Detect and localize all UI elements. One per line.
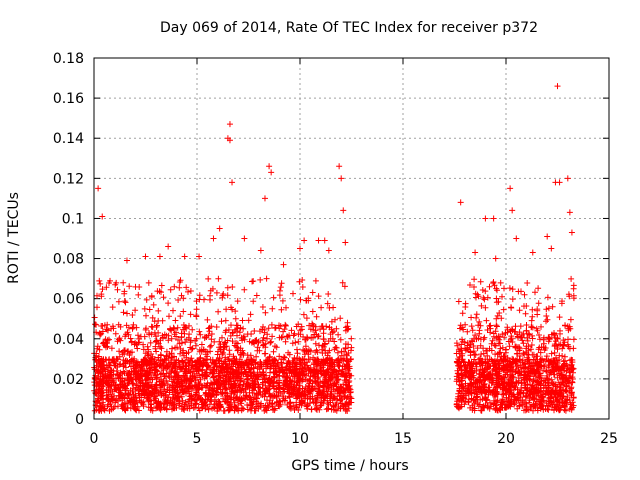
data-point xyxy=(226,137,233,144)
y-tick-label: 0 xyxy=(75,412,84,428)
y-tick-label: 0.04 xyxy=(53,332,84,348)
data-point xyxy=(457,199,464,206)
y-tick-label: 0.12 xyxy=(53,171,84,187)
data-point xyxy=(229,179,236,186)
data-point xyxy=(482,215,489,222)
y-tick-label: 0.14 xyxy=(53,131,84,147)
data-point xyxy=(266,163,273,170)
x-tick-label: 10 xyxy=(291,431,309,447)
data-point xyxy=(95,185,102,192)
x-tick-label: 0 xyxy=(90,431,99,447)
axis-ticks: 0 5 10 15 20 25 0 0.02 0.04 0.06 0.08 0.1 0.12 0.14 0.… xyxy=(53,51,618,447)
data-point xyxy=(268,169,275,176)
data-point xyxy=(566,209,573,216)
dense-point-cloud xyxy=(91,275,577,414)
y-tick-label: 0.16 xyxy=(53,91,84,107)
data-point xyxy=(492,255,499,262)
data-point xyxy=(301,237,308,244)
data-point xyxy=(513,235,520,242)
y-tick-label: 0.06 xyxy=(53,292,84,308)
data-point xyxy=(556,179,563,186)
y-tick-label: 0.1 xyxy=(62,211,84,227)
data-point xyxy=(297,245,303,252)
data-point xyxy=(226,121,233,128)
data-point xyxy=(325,247,332,254)
data-point xyxy=(315,237,322,244)
data-point xyxy=(99,213,106,220)
data-point xyxy=(490,215,497,222)
chart-title: Day 069 of 2014, Rate Of TEC Index for r… xyxy=(160,20,538,36)
data-point xyxy=(165,243,172,250)
y-tick-label: 0.02 xyxy=(53,372,84,388)
data-point xyxy=(564,175,571,182)
data-point xyxy=(210,235,217,242)
x-tick-label: 15 xyxy=(394,431,412,447)
data-point xyxy=(257,247,264,254)
data-point xyxy=(321,237,328,244)
data-point xyxy=(342,239,349,246)
data-points xyxy=(93,83,575,328)
data-point xyxy=(472,249,479,256)
data-point xyxy=(568,229,575,236)
x-tick-label: 20 xyxy=(497,431,515,447)
data-point xyxy=(336,163,343,170)
data-point xyxy=(529,249,536,256)
data-point xyxy=(216,225,223,232)
y-axis-label: ROTI / TECUs xyxy=(6,192,22,284)
x-tick-label: 5 xyxy=(193,431,202,447)
plot-frame xyxy=(93,57,610,420)
data-point xyxy=(261,195,268,202)
data-point xyxy=(196,253,203,260)
data-point xyxy=(280,261,287,268)
data-point xyxy=(123,257,130,264)
data-point xyxy=(338,175,345,182)
y-tick-label: 0.18 xyxy=(53,51,84,67)
dense-data-band xyxy=(91,275,577,414)
data-point xyxy=(241,235,248,242)
data-point xyxy=(548,245,555,252)
data-point xyxy=(156,253,163,260)
data-point xyxy=(142,253,149,260)
y-tick-label: 0.08 xyxy=(53,252,84,268)
data-point xyxy=(340,207,347,214)
data-point xyxy=(554,83,561,90)
data-point xyxy=(509,207,516,214)
data-point xyxy=(181,253,188,260)
data-point xyxy=(507,185,514,192)
x-tick-label: 25 xyxy=(600,431,618,447)
data-point xyxy=(544,233,551,240)
x-axis-label: GPS time / hours xyxy=(291,458,408,474)
